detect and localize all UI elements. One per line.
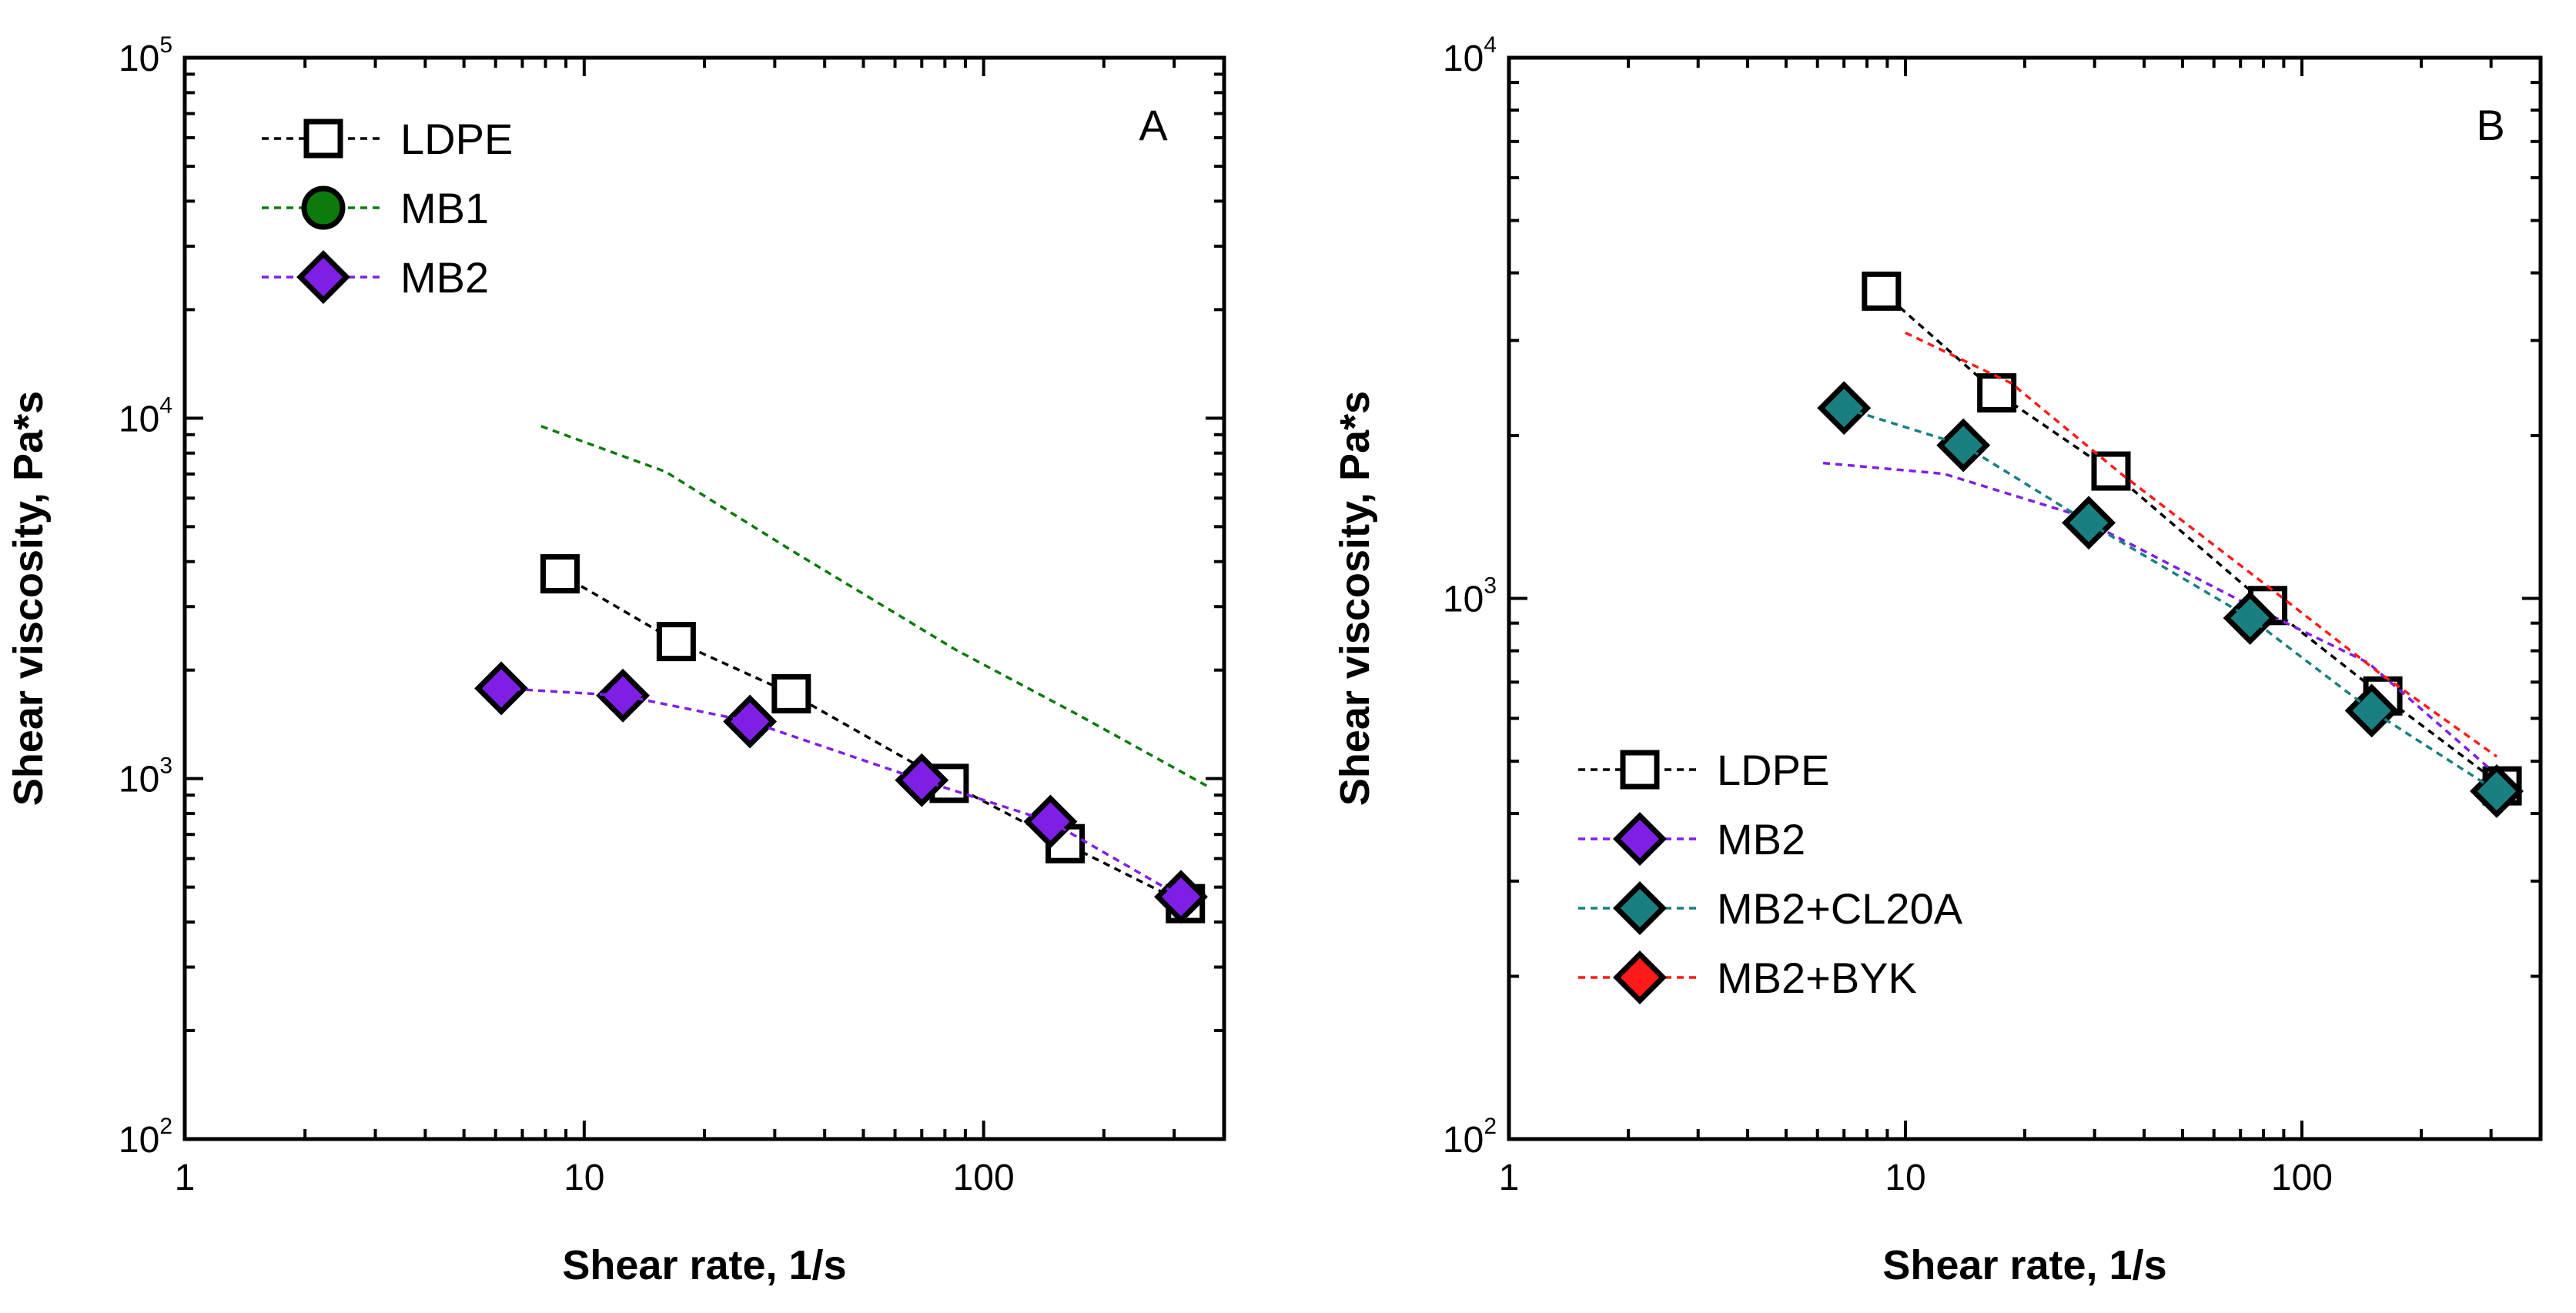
y-tick-label: 104	[119, 393, 172, 439]
series-ldpe	[1862, 271, 2522, 806]
x-axis-label: Shear rate, 1/s	[562, 1242, 846, 1288]
y-tick-label: 102	[1443, 1114, 1497, 1161]
legend-label: MB2+BYK	[1717, 954, 1917, 1002]
series-line	[501, 687, 1182, 898]
legend-label: MB2	[400, 253, 489, 302]
series-line	[1843, 406, 2497, 793]
x-tick-label: 1	[175, 1158, 196, 1198]
y-axis-label: Shear viscosity, Pa*s	[1332, 391, 1378, 806]
legend-label: MB1	[400, 184, 489, 232]
legend-label: MB2	[1717, 815, 1805, 864]
x-axis-label: Shear rate, 1/s	[1882, 1242, 2166, 1288]
legend: LDPE MB2 MB2+CL20A MB2+BYK	[1578, 746, 1963, 1004]
x-tick-label: 100	[953, 1158, 1015, 1198]
series-mb1	[474, 425, 1209, 924]
legend-label: MB2+CL20A	[1717, 884, 1963, 933]
legend-marker	[1613, 812, 1667, 866]
data-point	[1862, 271, 1902, 311]
x-axis-ticks	[1507, 58, 2542, 1139]
y-axis-label: Shear viscosity, Pa*s	[5, 391, 52, 806]
legend-marker	[301, 185, 346, 230]
y-axis-ticks	[185, 56, 1224, 1141]
legend-marker	[1620, 750, 1660, 790]
panel-letter: A	[1139, 101, 1168, 149]
y-tick-label: 103	[1443, 573, 1497, 620]
x-tick-label: 10	[1885, 1158, 1925, 1198]
series-line	[1905, 331, 2498, 758]
legend-marker	[1613, 881, 1667, 935]
series-line	[540, 425, 1209, 788]
series-mb2-byk	[1905, 331, 2498, 758]
y-tick-label: 102	[119, 1114, 172, 1161]
y-axis-ticks	[1509, 56, 2541, 1141]
series-mb2	[501, 687, 1182, 898]
data-point	[1154, 870, 1208, 924]
series-mb2	[1817, 381, 2524, 818]
data-point	[474, 661, 529, 716]
data-point	[656, 622, 696, 662]
legend-label: LDPE	[400, 115, 513, 163]
data-point	[771, 673, 811, 713]
legend-label: LDPE	[1717, 746, 1829, 794]
panel-letter: B	[2476, 101, 2504, 149]
y-tick-label: 105	[119, 32, 172, 79]
x-tick-label: 100	[2271, 1158, 2333, 1198]
x-tick-label: 10	[564, 1158, 604, 1198]
data-point	[540, 554, 580, 594]
y-tick-label: 104	[1443, 32, 1497, 79]
panel-a: 1 10 100 102 103 104 105 Shear rate, 1/s Shear v…	[5, 32, 1226, 1288]
series-mb2-cl20a	[1843, 406, 2497, 793]
series-line	[559, 573, 1186, 905]
x-axis-ticks	[183, 58, 1226, 1139]
series-line	[1822, 461, 2499, 777]
y-tick-label: 103	[119, 753, 172, 800]
data-point	[2344, 683, 2399, 738]
data-point	[596, 668, 651, 723]
legend-marker	[296, 250, 350, 304]
x-tick-label: 1	[1499, 1158, 1520, 1198]
data-point	[2470, 764, 2524, 818]
data-point	[2091, 451, 2131, 491]
legend: LDPE MB1 MB2	[262, 115, 513, 304]
legend-marker	[303, 119, 343, 159]
panel-b: 1 10 100 102 103 104 Shear rate, 1/s Shear visc…	[1332, 32, 2543, 1288]
legend-marker	[1613, 951, 1667, 1004]
series-ldpe	[540, 554, 1206, 924]
